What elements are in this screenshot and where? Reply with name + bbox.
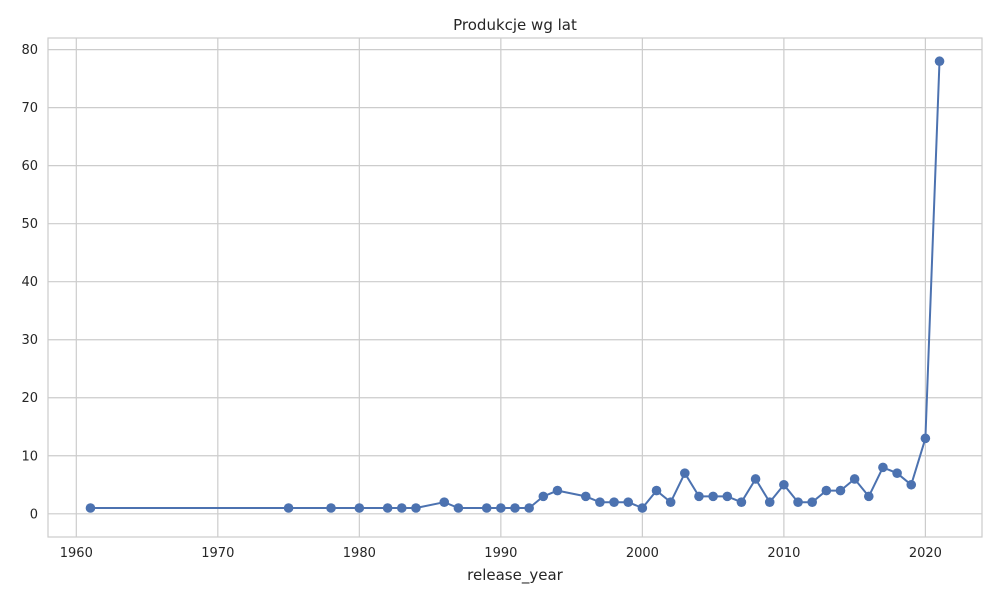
series-layer xyxy=(85,56,945,513)
data-point xyxy=(453,503,464,513)
data-point xyxy=(920,433,931,444)
data-point xyxy=(807,497,817,507)
data-point xyxy=(411,503,421,513)
y-tick-label: 70 xyxy=(21,101,38,116)
data-point xyxy=(637,503,648,513)
data-point xyxy=(538,491,549,502)
data-point xyxy=(821,485,832,496)
data-point xyxy=(439,497,450,507)
data-point xyxy=(595,497,605,507)
data-point xyxy=(496,503,506,513)
data-point xyxy=(580,491,591,502)
data-point xyxy=(623,497,634,507)
y-tick-label: 50 xyxy=(21,217,38,232)
data-point xyxy=(524,503,534,513)
data-point xyxy=(609,497,619,507)
data-point xyxy=(892,468,902,478)
data-point xyxy=(708,491,718,502)
y-tick-label: 10 xyxy=(21,449,38,464)
data-point xyxy=(326,503,336,513)
chart-title: Produkcje wg lat xyxy=(453,16,577,34)
data-point xyxy=(694,491,704,502)
x-axis-title: release_year xyxy=(467,566,563,585)
data-point xyxy=(863,491,874,502)
y-axis-ticks: 0 10 20 30 40 50 60 70 80 xyxy=(21,43,38,522)
data-point xyxy=(680,468,690,478)
data-point xyxy=(736,497,747,507)
data-point xyxy=(354,503,365,513)
y-tick-label: 60 xyxy=(21,159,38,174)
y-tick-label: 30 xyxy=(21,333,38,348)
data-point xyxy=(85,503,96,513)
y-tick-label: 20 xyxy=(21,391,38,406)
data-point xyxy=(878,462,888,473)
x-tick-label: 1980 xyxy=(343,546,376,561)
data-point xyxy=(835,485,846,496)
x-tick-label: 1960 xyxy=(60,546,93,561)
x-tick-label: 2000 xyxy=(626,546,659,561)
x-axis-ticks: 1960 1970 1980 1990 2000 2010 2020 xyxy=(60,546,942,561)
plot-frame xyxy=(47,37,983,538)
data-point xyxy=(779,479,789,490)
data-point xyxy=(481,503,492,513)
plot-background xyxy=(48,38,982,537)
data-point xyxy=(934,56,945,67)
y-tick-label: 80 xyxy=(21,43,38,58)
data-point xyxy=(396,503,407,513)
data-point xyxy=(382,503,393,513)
data-point xyxy=(764,497,775,507)
data-point xyxy=(510,503,520,513)
y-tick-label: 0 xyxy=(30,507,38,522)
data-point xyxy=(849,474,860,484)
data-point xyxy=(665,497,676,507)
data-point xyxy=(793,497,803,507)
grid-lines xyxy=(48,38,982,537)
data-point xyxy=(722,491,733,502)
x-tick-label: 2010 xyxy=(767,546,800,561)
x-tick-label: 2020 xyxy=(909,546,942,561)
x-tick-label: 1970 xyxy=(201,546,234,561)
data-point xyxy=(552,485,563,496)
x-tick-label: 1990 xyxy=(484,546,517,561)
data-point xyxy=(283,503,294,513)
data-point xyxy=(750,474,761,484)
data-point xyxy=(906,479,917,490)
data-point xyxy=(651,485,662,496)
y-tick-label: 40 xyxy=(21,275,38,290)
